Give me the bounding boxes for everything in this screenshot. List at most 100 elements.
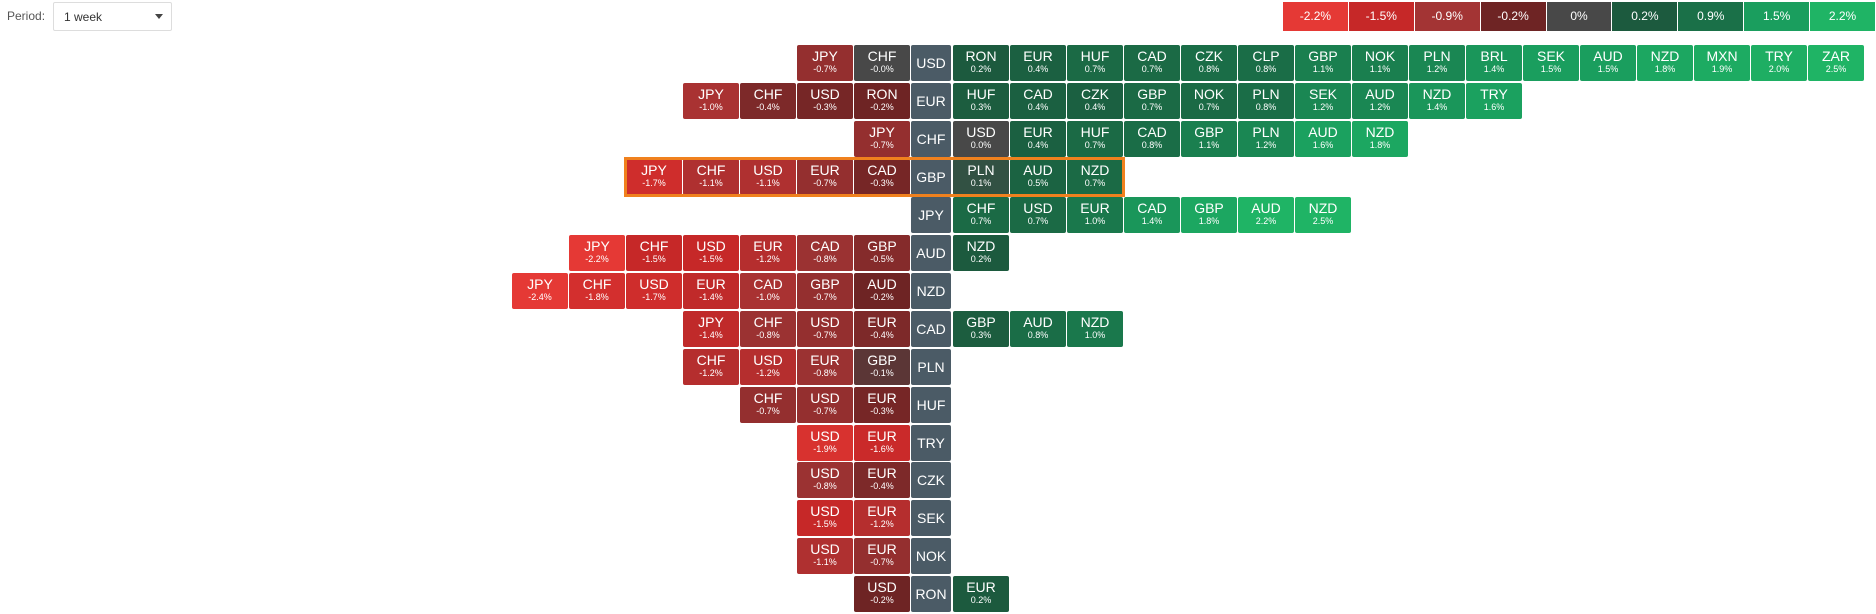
currency-cell[interactable]: ZAR 2.5% bbox=[1808, 45, 1864, 81]
currency-cell[interactable]: NZD 2.5% bbox=[1295, 196, 1351, 233]
currency-cell[interactable]: GBP 0.7% bbox=[1124, 82, 1180, 119]
currency-code: EUR bbox=[696, 275, 726, 292]
currency-cell[interactable]: CAD -0.3% bbox=[854, 158, 910, 195]
currency-cell[interactable]: USD -1.9% bbox=[797, 424, 853, 461]
currency-cell[interactable]: EUR -0.4% bbox=[854, 310, 910, 347]
currency-cell[interactable]: MXN 1.9% bbox=[1694, 45, 1750, 81]
currency-cell[interactable]: HUF 0.3% bbox=[953, 82, 1009, 119]
currency-cell[interactable]: USD -0.8% bbox=[797, 462, 853, 499]
currency-cell[interactable]: PLN 0.1% bbox=[953, 158, 1009, 195]
currency-cell[interactable]: CHF 0.7% bbox=[953, 196, 1009, 233]
currency-cell[interactable]: SEK 1.5% bbox=[1523, 45, 1579, 81]
currency-cell[interactable]: CHF -0.8% bbox=[740, 310, 796, 347]
currency-cell[interactable]: RON -0.2% bbox=[854, 82, 910, 119]
currency-cell[interactable]: PLN 1.2% bbox=[1238, 120, 1294, 157]
change-value: -2.2% bbox=[585, 253, 609, 264]
currency-cell[interactable]: AUD -0.2% bbox=[854, 272, 910, 309]
currency-cell[interactable]: CAD 1.4% bbox=[1124, 196, 1180, 233]
currency-cell[interactable]: USD -0.7% bbox=[797, 386, 853, 423]
currency-cell[interactable]: CHF -0.0% bbox=[854, 45, 910, 81]
currency-cell[interactable]: USD -0.7% bbox=[797, 310, 853, 347]
currency-cell[interactable]: USD -1.2% bbox=[740, 348, 796, 385]
currency-cell[interactable]: AUD 2.2% bbox=[1238, 196, 1294, 233]
currency-cell[interactable]: EUR 0.4% bbox=[1010, 120, 1066, 157]
currency-cell[interactable]: EUR -1.4% bbox=[683, 272, 739, 309]
change-value: -0.3% bbox=[870, 405, 894, 416]
currency-cell[interactable]: EUR -1.6% bbox=[854, 424, 910, 461]
currency-cell[interactable]: CZK 0.4% bbox=[1067, 82, 1123, 119]
currency-cell[interactable]: USD 0.7% bbox=[1010, 196, 1066, 233]
currency-cell[interactable]: EUR 1.0% bbox=[1067, 196, 1123, 233]
currency-cell[interactable]: NZD 0.2% bbox=[953, 234, 1009, 271]
currency-cell[interactable]: NOK 0.7% bbox=[1181, 82, 1237, 119]
currency-cell[interactable]: JPY -0.7% bbox=[854, 120, 910, 157]
currency-cell[interactable]: PLN 0.8% bbox=[1238, 82, 1294, 119]
currency-cell[interactable]: EUR 0.4% bbox=[1010, 45, 1066, 81]
currency-cell[interactable]: HUF 0.7% bbox=[1067, 45, 1123, 81]
currency-cell[interactable]: CAD 0.4% bbox=[1010, 82, 1066, 119]
currency-cell[interactable]: BRL 1.4% bbox=[1466, 45, 1522, 81]
currency-cell[interactable]: USD -1.5% bbox=[797, 500, 853, 537]
currency-cell[interactable]: GBP 1.1% bbox=[1181, 120, 1237, 157]
currency-cell[interactable]: NZD 1.8% bbox=[1352, 120, 1408, 157]
currency-cell[interactable]: CHF -0.7% bbox=[740, 386, 796, 423]
currency-cell[interactable]: CHF -0.4% bbox=[740, 82, 796, 119]
currency-cell[interactable]: USD -1.5% bbox=[683, 234, 739, 271]
currency-cell[interactable]: USD -0.2% bbox=[854, 576, 910, 613]
currency-cell[interactable]: JPY -1.0% bbox=[683, 82, 739, 119]
currency-cell[interactable]: EUR -0.7% bbox=[854, 538, 910, 575]
currency-cell[interactable]: USD -1.7% bbox=[626, 272, 682, 309]
currency-cell[interactable]: CHF -1.1% bbox=[683, 158, 739, 195]
currency-cell[interactable]: EUR 0.2% bbox=[953, 576, 1009, 613]
currency-cell[interactable]: TRY 1.6% bbox=[1466, 82, 1522, 119]
currency-cell[interactable]: NZD 1.4% bbox=[1409, 82, 1465, 119]
currency-cell[interactable]: AUD 1.2% bbox=[1352, 82, 1408, 119]
currency-cell[interactable]: CHF -1.5% bbox=[626, 234, 682, 271]
currency-cell[interactable]: EUR -0.3% bbox=[854, 386, 910, 423]
currency-cell[interactable]: CAD 0.8% bbox=[1124, 120, 1180, 157]
currency-cell[interactable]: CAD -1.0% bbox=[740, 272, 796, 309]
currency-cell[interactable]: CAD -0.8% bbox=[797, 234, 853, 271]
currency-cell[interactable]: USD -1.1% bbox=[740, 158, 796, 195]
period-select[interactable]: 1 week bbox=[53, 2, 172, 31]
currency-cell[interactable]: AUD 0.8% bbox=[1010, 310, 1066, 347]
currency-cell[interactable]: RON 0.2% bbox=[953, 45, 1009, 81]
currency-cell[interactable]: EUR -1.2% bbox=[854, 500, 910, 537]
currency-cell[interactable]: CHF -1.2% bbox=[683, 348, 739, 385]
currency-cell[interactable]: GBP 0.3% bbox=[953, 310, 1009, 347]
currency-cell[interactable]: CHF -1.8% bbox=[569, 272, 625, 309]
currency-cell[interactable]: HUF 0.7% bbox=[1067, 120, 1123, 157]
currency-cell[interactable]: CAD 0.7% bbox=[1124, 45, 1180, 81]
currency-cell[interactable]: USD 0.0% bbox=[953, 120, 1009, 157]
currency-cell[interactable]: AUD 1.6% bbox=[1295, 120, 1351, 157]
currency-cell[interactable]: GBP 1.1% bbox=[1295, 45, 1351, 81]
currency-cell[interactable]: NOK 1.1% bbox=[1352, 45, 1408, 81]
currency-cell[interactable]: AUD 0.5% bbox=[1010, 158, 1066, 195]
currency-cell[interactable]: NZD 1.8% bbox=[1637, 45, 1693, 81]
currency-cell[interactable]: GBP 1.8% bbox=[1181, 196, 1237, 233]
currency-cell[interactable]: EUR -1.2% bbox=[740, 234, 796, 271]
currency-cell[interactable]: AUD 1.5% bbox=[1580, 45, 1636, 81]
currency-cell[interactable]: JPY -2.2% bbox=[569, 234, 625, 271]
currency-cell[interactable]: NZD 0.7% bbox=[1067, 158, 1123, 195]
currency-cell[interactable]: EUR -0.4% bbox=[854, 462, 910, 499]
currency-cell[interactable]: JPY -2.4% bbox=[512, 272, 568, 309]
currency-cell[interactable]: USD -0.3% bbox=[797, 82, 853, 119]
currency-cell[interactable]: PLN 1.2% bbox=[1409, 45, 1465, 81]
currency-cell[interactable]: EUR -0.7% bbox=[797, 158, 853, 195]
currency-cell[interactable]: NZD 1.0% bbox=[1067, 310, 1123, 347]
currency-cell[interactable]: GBP -0.7% bbox=[797, 272, 853, 309]
change-value: 0.3% bbox=[970, 101, 992, 112]
currency-cell[interactable]: EUR -0.8% bbox=[797, 348, 853, 385]
currency-cell[interactable]: USD -1.1% bbox=[797, 538, 853, 575]
currency-cell[interactable]: GBP -0.5% bbox=[854, 234, 910, 271]
currency-cell[interactable]: TRY 2.0% bbox=[1751, 45, 1807, 81]
currency-cell[interactable]: JPY -1.4% bbox=[683, 310, 739, 347]
currency-cell[interactable]: JPY -1.7% bbox=[626, 158, 682, 195]
currency-cell[interactable]: CLP 0.8% bbox=[1238, 45, 1294, 81]
currency-cell[interactable]: CZK 0.8% bbox=[1181, 45, 1237, 81]
currency-cell[interactable]: JPY -0.7% bbox=[797, 45, 853, 81]
currency-cell[interactable]: GBP -0.1% bbox=[854, 348, 910, 385]
currency-code: AUD bbox=[1308, 123, 1338, 140]
currency-cell[interactable]: SEK 1.2% bbox=[1295, 82, 1351, 119]
